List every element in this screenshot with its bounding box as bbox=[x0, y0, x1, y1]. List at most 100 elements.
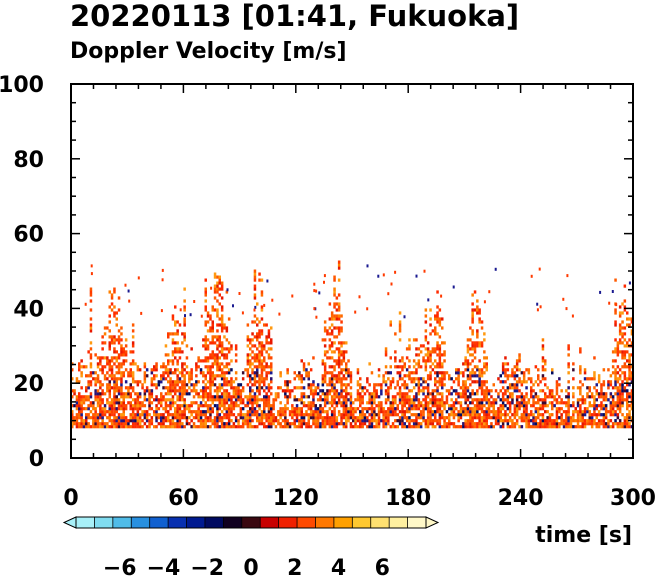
heatmap-cell bbox=[415, 419, 418, 423]
heatmap-cell bbox=[576, 422, 580, 426]
heatmap-cell bbox=[457, 368, 460, 372]
heatmap-cell bbox=[349, 398, 353, 402]
heatmap-cell bbox=[443, 353, 446, 357]
heatmap-cell bbox=[438, 377, 442, 381]
heatmap-cell bbox=[473, 290, 477, 294]
heatmap-cell bbox=[429, 332, 432, 336]
heatmap-cell bbox=[537, 413, 540, 417]
heatmap-cell bbox=[244, 422, 247, 426]
heatmap-cell bbox=[424, 398, 428, 402]
heatmap-cell bbox=[218, 395, 221, 399]
heatmap-cell bbox=[471, 311, 474, 315]
heatmap-cell bbox=[579, 350, 582, 354]
heatmap-cell bbox=[532, 395, 535, 399]
heatmap-cell bbox=[176, 341, 179, 345]
heatmap-cell bbox=[251, 419, 254, 423]
heatmap-cell bbox=[181, 413, 184, 417]
heatmap-cell bbox=[169, 332, 172, 336]
heatmap-cell bbox=[530, 410, 533, 414]
heatmap-cell bbox=[389, 425, 392, 429]
heatmap-cell bbox=[178, 380, 182, 384]
heatmap-cell bbox=[349, 371, 353, 375]
heatmap-cell bbox=[607, 386, 610, 390]
heatmap-cell bbox=[548, 392, 552, 396]
heatmap-cell bbox=[616, 413, 620, 417]
heatmap-cell bbox=[366, 264, 369, 268]
heatmap-cell bbox=[106, 389, 109, 393]
heatmap-cell bbox=[611, 401, 615, 405]
heatmap-cell bbox=[78, 398, 81, 402]
heatmap-cell bbox=[387, 413, 390, 417]
heatmap-cell bbox=[122, 350, 125, 354]
heatmap-cell bbox=[333, 398, 336, 402]
heatmap-cell bbox=[434, 416, 437, 420]
heatmap-cell bbox=[99, 359, 102, 363]
heatmap-cell bbox=[558, 410, 561, 414]
heatmap-cell bbox=[455, 401, 458, 405]
heatmap-cell bbox=[380, 419, 383, 423]
heatmap-cell bbox=[476, 305, 479, 309]
heatmap-cell bbox=[595, 404, 598, 408]
heatmap-cell bbox=[253, 353, 257, 357]
heatmap-cell bbox=[110, 413, 114, 417]
heatmap-cell bbox=[206, 407, 210, 411]
heatmap-cell bbox=[101, 341, 104, 345]
heatmap-cell bbox=[450, 386, 453, 390]
heatmap-cell bbox=[293, 377, 296, 381]
heatmap-cell bbox=[94, 416, 97, 420]
heatmap-cell bbox=[401, 407, 404, 411]
heatmap-cell bbox=[230, 383, 233, 387]
heatmap-cell bbox=[148, 425, 151, 429]
heatmap-cell bbox=[426, 410, 430, 414]
heatmap-cell bbox=[555, 419, 559, 423]
heatmap-cell bbox=[333, 377, 336, 381]
heatmap-cell bbox=[511, 392, 514, 396]
heatmap-cell bbox=[583, 368, 587, 372]
heatmap-cell bbox=[581, 425, 584, 429]
heatmap-cell bbox=[106, 359, 109, 363]
heatmap-cell bbox=[626, 395, 629, 399]
heatmap-cell bbox=[103, 341, 107, 345]
heatmap-cell bbox=[412, 386, 416, 390]
heatmap-cell bbox=[260, 344, 264, 348]
heatmap-cell bbox=[117, 341, 121, 345]
heatmap-cell bbox=[443, 422, 446, 426]
heatmap-cell bbox=[314, 413, 317, 417]
heatmap-cell bbox=[541, 359, 545, 363]
heatmap-cell bbox=[75, 404, 79, 408]
heatmap-cell bbox=[611, 359, 615, 363]
heatmap-cell bbox=[195, 416, 198, 420]
heatmap-cell bbox=[260, 332, 264, 336]
heatmap-cell bbox=[448, 389, 451, 393]
x-axis-label: time [s] bbox=[535, 523, 632, 548]
heatmap-cell bbox=[120, 392, 123, 396]
heatmap-cell bbox=[183, 413, 186, 417]
heatmap-cell bbox=[300, 377, 303, 381]
heatmap-cell bbox=[183, 410, 186, 414]
heatmap-cell bbox=[522, 419, 526, 423]
heatmap-cell bbox=[476, 308, 479, 312]
heatmap-cell bbox=[426, 389, 430, 393]
heatmap-cell bbox=[192, 422, 196, 426]
heatmap-cell bbox=[373, 410, 376, 414]
heatmap-cell bbox=[551, 425, 554, 429]
heatmap-cell bbox=[337, 392, 341, 396]
heatmap-cell bbox=[441, 404, 444, 408]
heatmap-cell bbox=[120, 383, 123, 387]
heatmap-cell bbox=[403, 425, 406, 429]
heatmap-cell bbox=[192, 425, 196, 429]
heatmap-cell bbox=[167, 371, 170, 375]
heatmap-cell bbox=[326, 413, 329, 417]
heatmap-cell bbox=[270, 368, 273, 372]
heatmap-cell bbox=[115, 422, 118, 426]
heatmap-cell bbox=[429, 356, 432, 360]
heatmap-cell bbox=[359, 416, 362, 420]
heatmap-cell bbox=[155, 383, 158, 387]
heatmap-cell bbox=[555, 416, 559, 420]
heatmap-cell bbox=[473, 398, 477, 402]
heatmap-cell bbox=[225, 362, 229, 366]
heatmap-cell bbox=[401, 365, 404, 369]
heatmap-cell bbox=[234, 386, 238, 390]
colorbar-tick-label: −6 bbox=[103, 556, 137, 577]
heatmap-cell bbox=[178, 410, 182, 414]
